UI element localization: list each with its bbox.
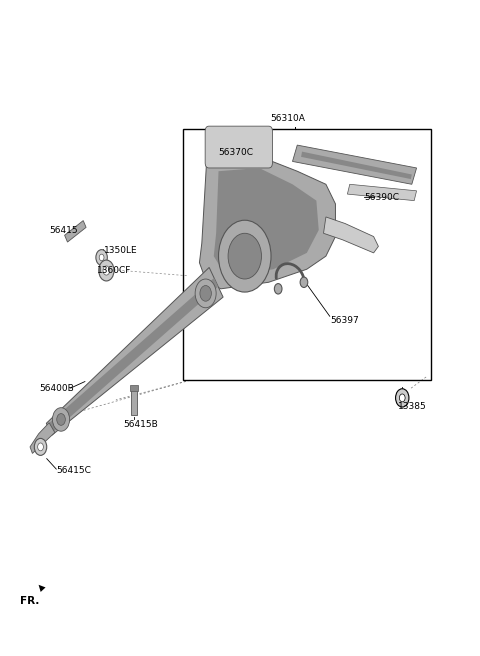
Polygon shape — [348, 184, 417, 201]
Circle shape — [399, 394, 405, 402]
Text: 1350LE: 1350LE — [104, 247, 138, 255]
Polygon shape — [47, 278, 218, 434]
Circle shape — [218, 220, 271, 292]
Bar — [183, 129, 431, 380]
Circle shape — [37, 443, 43, 451]
Text: 56415: 56415 — [49, 226, 78, 234]
Circle shape — [300, 277, 308, 287]
Polygon shape — [65, 220, 86, 242]
Polygon shape — [324, 217, 378, 253]
Polygon shape — [131, 387, 137, 415]
Circle shape — [195, 279, 216, 308]
Text: 1360CF: 1360CF — [97, 266, 131, 275]
Circle shape — [52, 407, 70, 431]
Polygon shape — [292, 145, 417, 184]
FancyBboxPatch shape — [205, 126, 273, 168]
Text: 56310A: 56310A — [270, 114, 305, 123]
Text: 56415B: 56415B — [123, 420, 158, 429]
Text: 56370C: 56370C — [218, 148, 253, 157]
Polygon shape — [47, 268, 223, 435]
Bar — [130, 385, 138, 392]
Circle shape — [275, 283, 282, 294]
Polygon shape — [30, 422, 55, 453]
Polygon shape — [301, 152, 412, 179]
Circle shape — [228, 234, 262, 279]
Polygon shape — [199, 158, 336, 289]
Text: 13385: 13385 — [397, 402, 426, 411]
Circle shape — [57, 413, 65, 425]
Text: 56415C: 56415C — [56, 466, 91, 475]
Polygon shape — [214, 168, 319, 276]
Circle shape — [200, 285, 211, 301]
Text: 56390C: 56390C — [364, 193, 399, 202]
Circle shape — [396, 389, 409, 407]
Circle shape — [96, 250, 108, 265]
Circle shape — [34, 438, 47, 455]
Circle shape — [99, 260, 114, 281]
Polygon shape — [206, 129, 271, 174]
Circle shape — [103, 266, 110, 275]
Text: FR.: FR. — [21, 596, 40, 606]
Text: 56400B: 56400B — [39, 384, 74, 392]
Text: 56397: 56397 — [331, 316, 360, 325]
Circle shape — [99, 254, 104, 260]
